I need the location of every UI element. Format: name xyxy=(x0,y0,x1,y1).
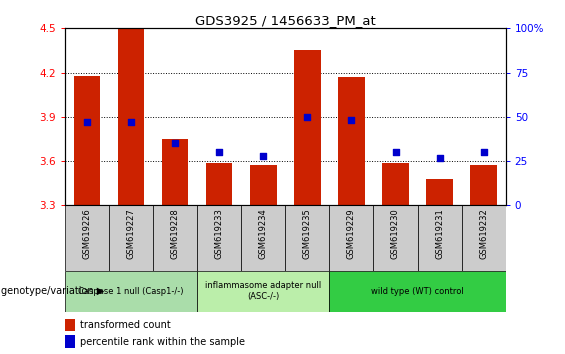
Point xyxy=(259,153,268,159)
Bar xyxy=(65,335,75,348)
Point xyxy=(303,114,312,120)
Text: GSM619231: GSM619231 xyxy=(435,209,444,259)
Point xyxy=(215,149,224,155)
Point xyxy=(391,149,400,155)
Bar xyxy=(206,162,232,205)
Bar xyxy=(427,179,453,205)
Bar xyxy=(197,271,329,312)
Bar xyxy=(285,205,329,271)
Text: GSM619234: GSM619234 xyxy=(259,209,268,259)
Text: GSM619226: GSM619226 xyxy=(82,209,92,259)
Bar xyxy=(462,205,506,271)
Bar xyxy=(109,205,153,271)
Text: GSM619230: GSM619230 xyxy=(391,209,400,259)
Point xyxy=(435,155,444,160)
Bar xyxy=(338,77,364,205)
Bar xyxy=(471,165,497,205)
Bar xyxy=(65,319,75,331)
Text: GSM619232: GSM619232 xyxy=(479,209,488,259)
Text: inflammasome adapter null
(ASC-/-): inflammasome adapter null (ASC-/-) xyxy=(205,281,321,301)
Text: transformed count: transformed count xyxy=(80,320,171,330)
Text: GSM619233: GSM619233 xyxy=(215,209,224,259)
Point xyxy=(347,118,356,123)
Bar xyxy=(65,271,197,312)
Text: GSM619235: GSM619235 xyxy=(303,209,312,259)
Point xyxy=(127,119,136,125)
Bar xyxy=(162,139,188,205)
Bar xyxy=(383,162,408,205)
Bar xyxy=(418,205,462,271)
Text: GSM619227: GSM619227 xyxy=(127,209,136,259)
Bar xyxy=(373,205,418,271)
Title: GDS3925 / 1456633_PM_at: GDS3925 / 1456633_PM_at xyxy=(195,14,376,27)
Bar xyxy=(74,75,100,205)
Bar xyxy=(329,271,506,312)
Point xyxy=(479,149,488,155)
Bar xyxy=(65,205,109,271)
Text: GSM619229: GSM619229 xyxy=(347,209,356,259)
Bar xyxy=(250,165,276,205)
Bar xyxy=(118,28,144,205)
Text: genotype/variation ▶: genotype/variation ▶ xyxy=(1,286,105,296)
Text: GSM619228: GSM619228 xyxy=(171,209,180,259)
Bar xyxy=(329,205,373,271)
Point xyxy=(171,141,180,146)
Text: percentile rank within the sample: percentile rank within the sample xyxy=(80,337,245,347)
Bar xyxy=(294,50,320,205)
Text: Caspase 1 null (Casp1-/-): Caspase 1 null (Casp1-/-) xyxy=(79,287,184,296)
Text: wild type (WT) control: wild type (WT) control xyxy=(371,287,464,296)
Bar xyxy=(197,205,241,271)
Point xyxy=(82,119,92,125)
Bar xyxy=(241,205,285,271)
Bar xyxy=(153,205,197,271)
